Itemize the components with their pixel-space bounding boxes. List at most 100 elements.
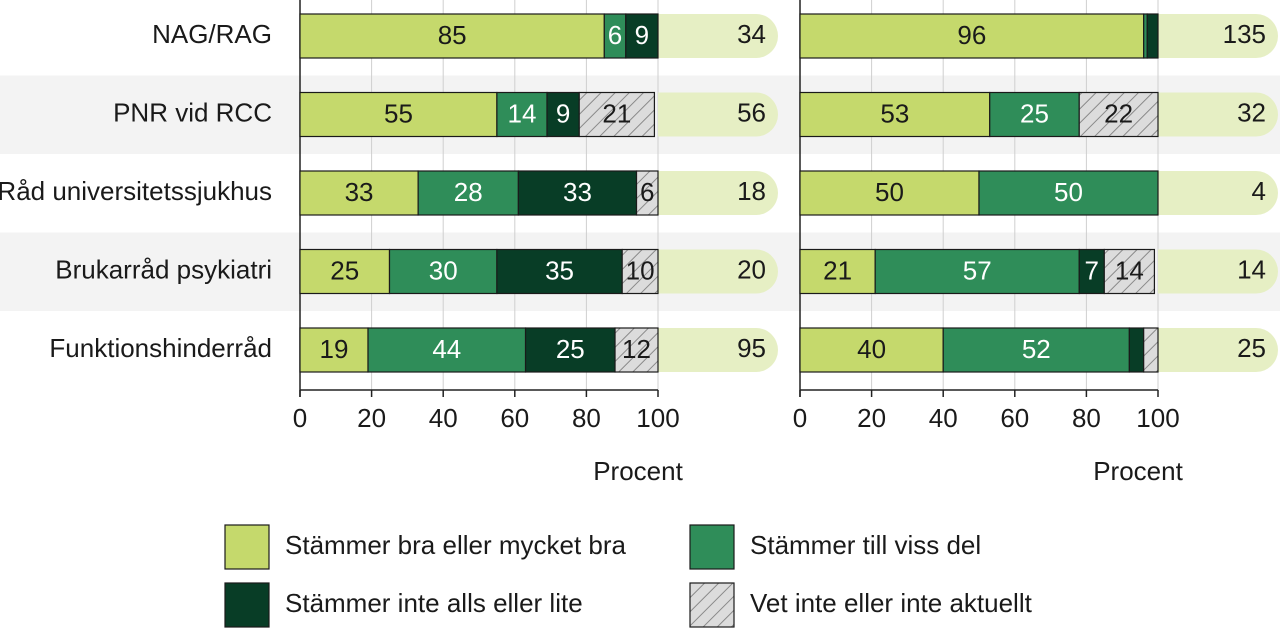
bar-segment: [496, 91, 548, 138]
bar-segment: [417, 170, 519, 216]
count-label: 20: [737, 254, 766, 284]
bar-segment: [942, 327, 1130, 373]
data-label: 7: [1085, 255, 1099, 285]
bar-segment: [989, 91, 1080, 138]
bar-segment: [1128, 327, 1145, 373]
x-tick-label: 40: [429, 403, 458, 433]
data-label: 9: [635, 20, 649, 50]
count-pill: [658, 171, 778, 215]
bar-segment: [635, 170, 659, 216]
legend-label: Stämmer till viss del: [750, 530, 981, 560]
count-pill: [1158, 171, 1278, 215]
bar-segment: [1078, 248, 1105, 295]
count-pill: [1158, 14, 1278, 58]
bar-segment: [799, 91, 991, 138]
legend-label: Vet inte eller inte aktuellt: [750, 588, 1033, 618]
bar-segment: [517, 170, 638, 216]
legend-swatch: [224, 524, 270, 570]
bar-segment: [388, 248, 498, 295]
data-label: 10: [626, 255, 655, 285]
bar-segment: [367, 327, 527, 373]
count-label: 34: [737, 19, 766, 49]
data-label: 85: [438, 20, 467, 50]
legend-label: Stämmer bra eller mycket bra: [285, 530, 627, 560]
x-tick-label: 100: [636, 403, 679, 433]
data-label: 22: [1104, 98, 1133, 128]
count-label: 56: [737, 97, 766, 127]
x-tick-label: 80: [572, 403, 601, 433]
data-label: 53: [880, 98, 909, 128]
data-label: 50: [875, 177, 904, 207]
legend-swatch: [689, 524, 735, 570]
count-pill: [1158, 92, 1278, 137]
data-label: 21: [602, 98, 631, 128]
data-label: 25: [556, 334, 585, 364]
count-pill: [658, 249, 778, 294]
data-label: 96: [957, 20, 986, 50]
data-label: 40: [857, 334, 886, 364]
x-tick-label: 0: [793, 403, 807, 433]
count-pill: [1158, 249, 1278, 294]
data-label: 44: [432, 334, 461, 364]
count-label: 4: [1252, 176, 1266, 206]
data-label: 35: [545, 255, 574, 285]
x-axis-title: Procent: [1093, 456, 1183, 486]
x-tick-label: 100: [1136, 403, 1179, 433]
x-tick-label: 80: [1072, 403, 1101, 433]
x-tick-label: 60: [500, 403, 529, 433]
bar-segment: [799, 327, 944, 373]
data-label: 55: [384, 98, 413, 128]
data-label: 33: [563, 177, 592, 207]
bar-segment: [978, 170, 1159, 216]
x-axis-title: Procent: [593, 456, 683, 486]
bar-segment: [299, 327, 369, 373]
data-label: 19: [320, 334, 349, 364]
data-label: 33: [345, 177, 374, 207]
category-label: PNR vid RCC: [113, 97, 272, 127]
data-label: 50: [1054, 177, 1083, 207]
category-label: Funktionshinderråd: [49, 333, 272, 363]
count-label: 18: [737, 176, 766, 206]
legend-label: Stämmer inte alls eller lite: [285, 588, 583, 618]
data-label: 52: [1022, 334, 1051, 364]
bar-segment: [299, 13, 605, 59]
data-label: 6: [608, 20, 622, 50]
data-label: 25: [330, 255, 359, 285]
bar-segment: [496, 248, 623, 295]
count-pill: [658, 92, 778, 137]
bar-segment: [578, 91, 656, 138]
data-label: 14: [1115, 255, 1144, 285]
bar-segment: [1146, 13, 1159, 59]
count-label: 14: [1237, 254, 1266, 284]
category-label: NAG/RAG: [152, 19, 272, 49]
count-label: 32: [1237, 97, 1266, 127]
legend-swatch: [224, 582, 270, 628]
category-label: Råd universitetssjukhus: [0, 176, 272, 206]
bar-segment: [625, 13, 659, 59]
count-label: 135: [1223, 19, 1266, 49]
bar-segment: [799, 170, 980, 216]
legend-swatch: [689, 582, 735, 628]
count-pill: [658, 328, 778, 372]
bar-segment: [621, 248, 659, 295]
bar-segment: [1143, 327, 1159, 373]
bar-segment: [1103, 248, 1156, 295]
count-pill: [658, 14, 778, 58]
data-label: 21: [823, 255, 852, 285]
bar-segment: [299, 91, 498, 138]
data-label: 14: [507, 98, 536, 128]
data-label: 28: [454, 177, 483, 207]
data-label: 6: [640, 177, 654, 207]
x-tick-label: 0: [293, 403, 307, 433]
x-tick-label: 20: [857, 403, 886, 433]
data-label: 9: [556, 98, 570, 128]
x-tick-label: 40: [929, 403, 958, 433]
count-label: 25: [1237, 333, 1266, 363]
bar-segment: [1078, 91, 1159, 138]
data-label: 12: [622, 334, 651, 364]
bar-segment: [299, 170, 419, 216]
data-label: 57: [963, 255, 992, 285]
x-tick-label: 20: [357, 403, 386, 433]
count-label: 95: [737, 333, 766, 363]
